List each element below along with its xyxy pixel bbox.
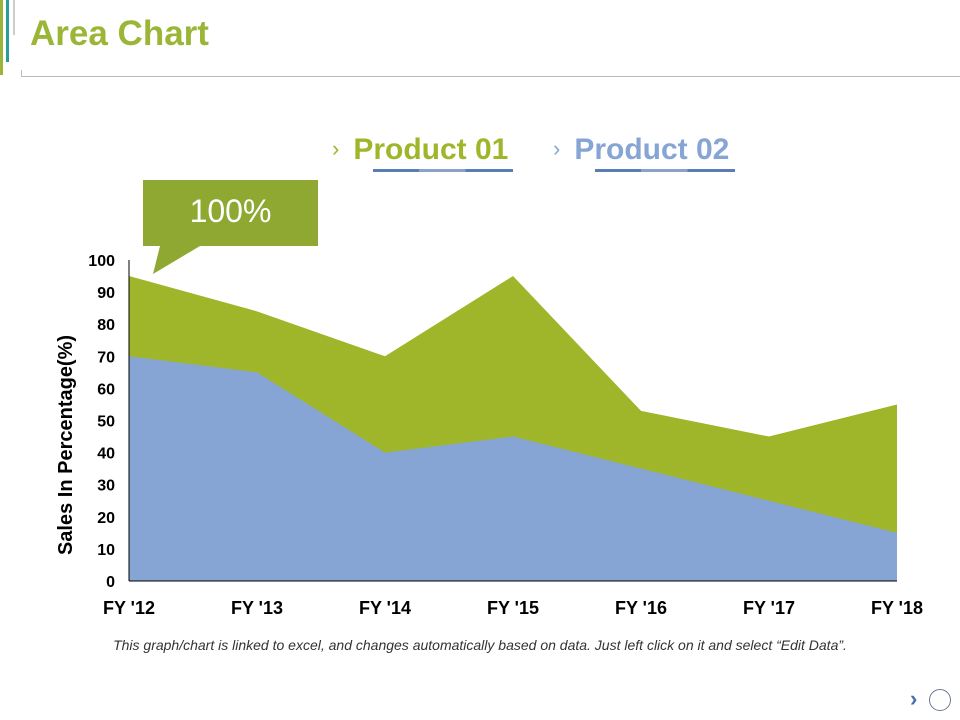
y-tick-label: 70 xyxy=(97,349,115,366)
legend-product-01: › Product 01 xyxy=(332,133,508,167)
callout-pointer xyxy=(153,246,200,274)
x-tick-label: FY '12 xyxy=(103,598,155,618)
y-tick-label: 30 xyxy=(97,478,115,495)
y-tick-label: 0 xyxy=(106,574,115,591)
legend-underline xyxy=(373,169,513,172)
callout-box: 100% xyxy=(143,180,318,246)
chevron-right-icon: › xyxy=(332,136,340,161)
legend-underline xyxy=(595,169,735,172)
y-tick-label: 40 xyxy=(97,446,115,463)
circle-icon[interactable] xyxy=(929,689,951,711)
x-tick-label: FY '16 xyxy=(615,598,667,618)
y-tick-label: 10 xyxy=(97,542,115,559)
y-tick-label: 50 xyxy=(97,414,115,431)
y-tick-label: 80 xyxy=(97,317,115,334)
x-tick-label: FY '13 xyxy=(231,598,283,618)
area-product-02 xyxy=(129,356,897,581)
y-tick-label: 90 xyxy=(97,285,115,302)
accent-bar-teal xyxy=(6,0,9,62)
footnote: This graph/chart is linked to excel, and… xyxy=(113,637,847,653)
chevron-right-icon: › xyxy=(553,136,561,161)
legend-label: Product 02 xyxy=(574,133,730,166)
x-tick-label: FY '14 xyxy=(359,598,411,618)
title-divider xyxy=(21,76,960,77)
x-tick-label: FY '17 xyxy=(743,598,795,618)
y-tick-label: 100 xyxy=(88,253,115,270)
accent-bar-grey xyxy=(13,0,15,35)
x-tick-label: FY '15 xyxy=(487,598,539,618)
legend-label: Product 01 xyxy=(353,133,509,166)
y-tick-label: 60 xyxy=(97,381,115,398)
title-divider-tick xyxy=(21,70,22,77)
x-tick-label: FY '18 xyxy=(871,598,923,618)
page-title: Area Chart xyxy=(30,14,209,53)
accent-bar-green xyxy=(0,0,3,75)
chevron-right-icon[interactable]: › xyxy=(910,686,918,711)
legend-product-02: › Product 02 xyxy=(553,133,729,167)
y-axis-title: Sales In Percentage(%) xyxy=(55,335,77,555)
y-tick-label: 20 xyxy=(97,510,115,527)
